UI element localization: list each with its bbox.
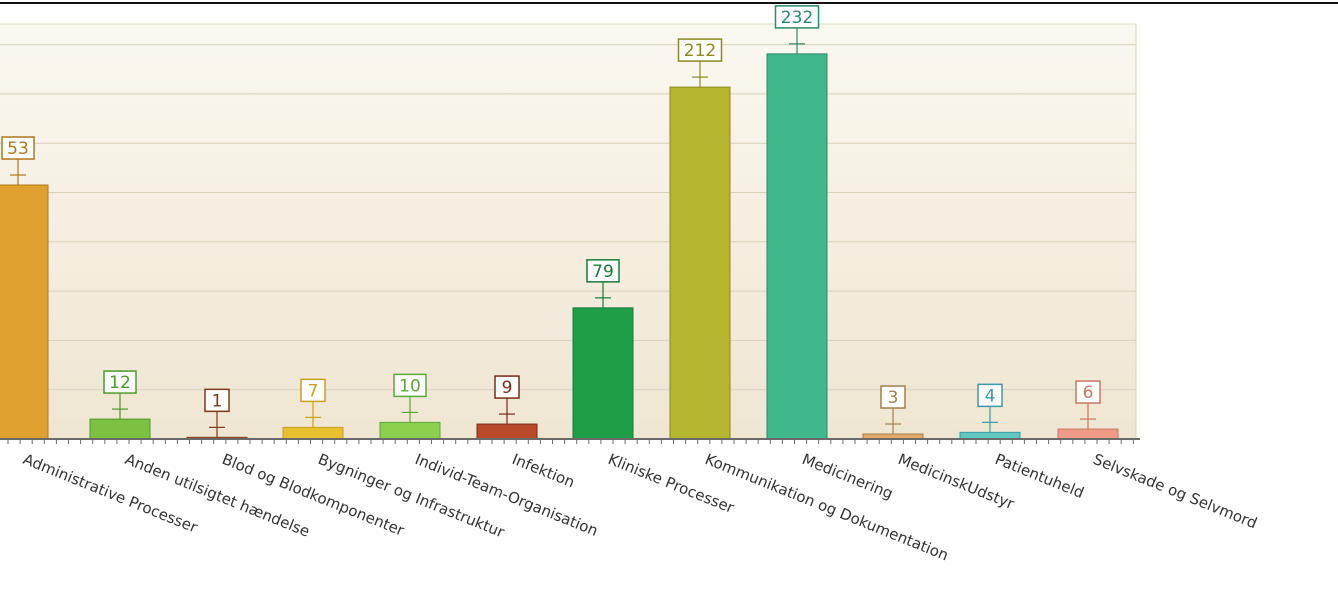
x-tick-label: Selvskade og Selvmord [1091, 450, 1260, 532]
plot-background [0, 24, 1136, 439]
data-label: 4 [985, 386, 996, 406]
data-label: 1 [212, 391, 223, 411]
data-label: 79 [592, 262, 614, 282]
data-label-box [774, 5, 820, 29]
x-tick-label: Individ-Team-Organisation [413, 450, 601, 540]
data-label: 12 [109, 373, 131, 393]
data-label: 9 [502, 378, 513, 398]
data-label-box [1, 136, 35, 160]
data-label-box [494, 375, 520, 399]
bar [572, 307, 634, 440]
data-label: 212 [684, 41, 716, 61]
data-label: 53 [7, 139, 29, 159]
data-labels: 53 12 1 7 10 9 79 212 232 3 4 6 [1, 5, 1101, 438]
data-label-box [103, 370, 137, 394]
bar [766, 53, 828, 440]
x-tick-label: Anden utilsigtet hændelse [123, 450, 313, 541]
data-label-box [300, 378, 326, 403]
data-label-box [1075, 380, 1101, 404]
data-label-box [977, 383, 1003, 408]
bar [1057, 428, 1119, 440]
bar [379, 421, 441, 440]
x-tick-label: Administrative Processer [21, 450, 201, 537]
bar [89, 418, 151, 440]
x-tick-label: Bygninger og Infrastruktur [316, 450, 508, 542]
x-axis [0, 438, 1140, 444]
bars [0, 53, 1119, 440]
data-label: 3 [888, 388, 899, 408]
bar [669, 86, 731, 440]
data-label-box [586, 259, 620, 283]
data-label: 6 [1083, 383, 1094, 403]
data-label-box [677, 38, 723, 62]
bar [476, 423, 538, 440]
bar [282, 426, 344, 440]
x-tick-label: Blod og Blodkomponenter [220, 450, 408, 540]
data-label-box [204, 388, 230, 413]
bar [0, 184, 49, 440]
data-label-box [393, 373, 427, 398]
data-label-box [880, 385, 906, 409]
data-label: 232 [781, 8, 813, 28]
x-tick-label: Infektion [510, 450, 578, 491]
gridlines [0, 44, 1136, 391]
data-label: 10 [399, 376, 421, 396]
data-label: 7 [308, 381, 319, 401]
